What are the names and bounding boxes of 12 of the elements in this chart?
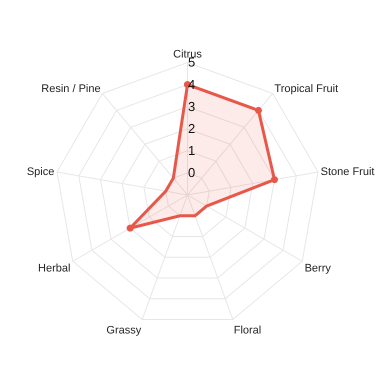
spoke-label: Grassy xyxy=(106,324,142,337)
spoke-label: Tropical Fruit xyxy=(274,83,338,96)
y-tick-label: 3 xyxy=(188,98,196,114)
y-tick-label: 1 xyxy=(188,143,196,158)
spoke-label: Stone Fruit xyxy=(320,166,374,178)
spoke-label: Berry xyxy=(304,262,332,274)
y-tick-label: 2 xyxy=(188,120,196,136)
y-tick-label: 0 xyxy=(188,165,196,180)
spoke-label: Spice xyxy=(26,166,54,178)
spoke-label: Floral xyxy=(234,324,262,337)
spoke-label: Resin / Pine xyxy=(41,83,101,96)
spoke-label: Herbal xyxy=(38,262,70,274)
